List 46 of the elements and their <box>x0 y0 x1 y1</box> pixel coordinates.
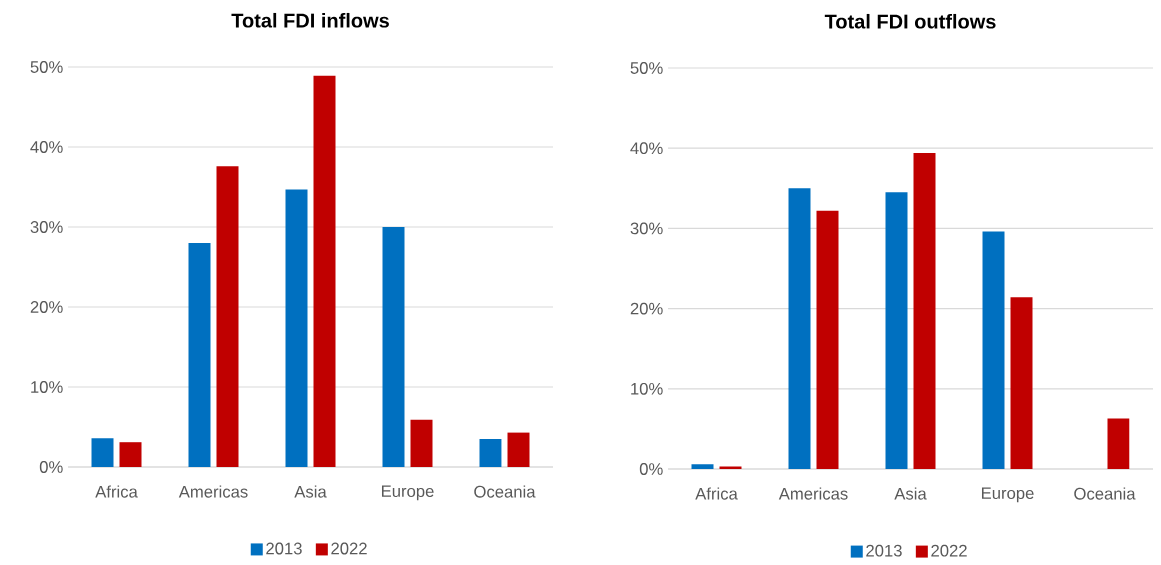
bar <box>816 210 839 469</box>
bar <box>382 227 405 467</box>
bar <box>188 243 211 467</box>
bar <box>479 439 502 467</box>
y-tick-label: 40% <box>630 142 663 155</box>
y-tick-label: 10% <box>631 382 663 395</box>
x-tick-label: Americas <box>778 487 848 500</box>
bar <box>410 419 433 467</box>
bar <box>313 75 336 467</box>
x-tick-label: Americas <box>178 485 248 498</box>
legend-label: 2022 <box>331 542 367 555</box>
y-tick-label: 40% <box>30 141 63 153</box>
y-tick-label: 20% <box>630 302 663 315</box>
y-tick-label: 30% <box>630 222 663 235</box>
bar <box>982 231 1005 469</box>
y-tick-label: 50% <box>630 62 663 74</box>
chart-title: Total FDI outflows <box>824 13 996 29</box>
bar <box>885 192 908 469</box>
x-tick-label: Europe <box>381 485 434 501</box>
x-tick-label: Asia <box>894 487 927 500</box>
legend-label: 2022 <box>931 544 967 557</box>
x-tick-label: Oceania <box>474 485 536 498</box>
x-tick-label: Africa <box>95 485 138 498</box>
bar <box>507 432 530 467</box>
x-tick-label: Asia <box>294 485 327 498</box>
x-tick-label: Oceania <box>1074 487 1136 500</box>
bar <box>216 166 239 467</box>
x-tick-label: Africa <box>695 487 738 500</box>
bar <box>1010 297 1033 469</box>
chart-title: Total FDI inflows <box>231 12 389 28</box>
y-tick-label: 50% <box>30 61 63 73</box>
y-tick-label: 0% <box>639 463 663 475</box>
bar <box>285 189 308 467</box>
y-tick-label: 0% <box>39 461 63 473</box>
y-tick-label: 20% <box>30 301 63 313</box>
bar <box>691 464 714 469</box>
x-tick-label: Europe <box>981 487 1034 503</box>
bar <box>913 153 936 469</box>
bar <box>788 188 811 469</box>
y-tick-label: 10% <box>31 381 63 393</box>
bar <box>119 442 142 467</box>
legend-label: 2013 <box>266 542 302 555</box>
legend-label: 2013 <box>866 544 902 557</box>
bar <box>1107 418 1130 469</box>
y-tick-label: 30% <box>30 221 63 233</box>
bar <box>91 438 114 467</box>
